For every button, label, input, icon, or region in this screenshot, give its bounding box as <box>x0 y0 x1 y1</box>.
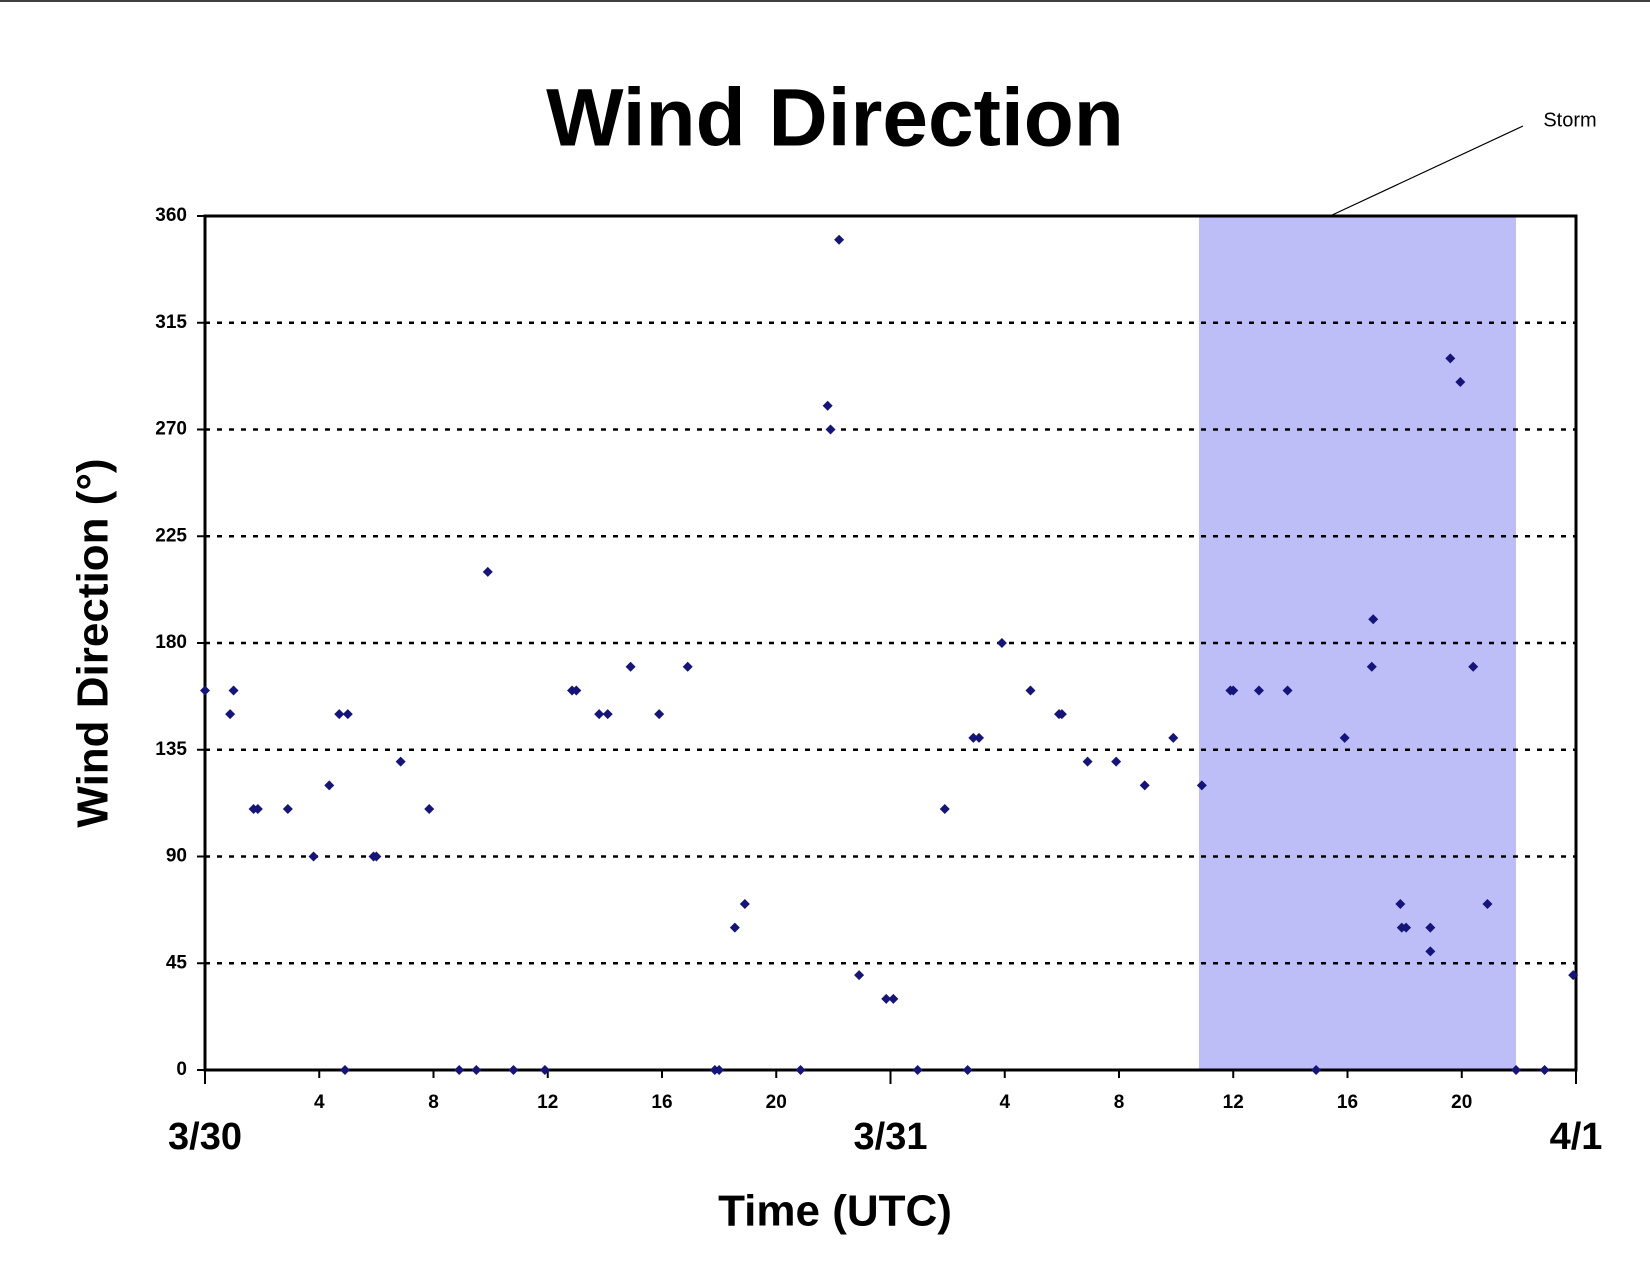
data-point <box>334 709 345 720</box>
x-tick-label: 12 <box>537 1092 558 1113</box>
storm-pointer <box>1329 125 1524 217</box>
x-tick-label: 20 <box>1451 1092 1472 1113</box>
data-point <box>571 685 582 696</box>
data-point <box>1311 1065 1322 1075</box>
data-point <box>968 732 979 743</box>
x-date-label: 4/1 <box>1550 1116 1603 1158</box>
y-tick-label: 315 <box>155 312 187 333</box>
data-point <box>682 661 693 672</box>
data-point <box>739 898 750 909</box>
data-point <box>308 851 319 862</box>
data-point <box>1253 685 1264 696</box>
data-point <box>1425 922 1436 933</box>
x-axis-title: Time (UTC) <box>718 1187 952 1236</box>
data-point <box>1339 732 1350 743</box>
y-tick-label: 135 <box>155 739 187 760</box>
data-point <box>1111 756 1122 767</box>
data-point <box>1228 685 1239 696</box>
x-tick-label: 4 <box>314 1092 325 1113</box>
data-point <box>1139 780 1150 791</box>
data-point <box>424 804 435 815</box>
data-point <box>471 1065 482 1075</box>
chart-title: Wind Direction <box>546 73 1124 164</box>
x-tick-label: 8 <box>1114 1092 1125 1113</box>
data-point <box>1455 377 1466 388</box>
x-tick-label: 4 <box>999 1092 1010 1113</box>
x-tick-label: 16 <box>651 1092 672 1113</box>
data-point <box>729 922 740 933</box>
data-point <box>371 851 382 862</box>
data-point <box>1395 898 1406 909</box>
data-point <box>912 1065 923 1075</box>
x-tick-label: 12 <box>1223 1092 1244 1113</box>
data-point <box>1025 685 1036 696</box>
x-tick-label: 16 <box>1337 1092 1358 1113</box>
data-point <box>834 234 845 245</box>
data-point <box>602 709 613 720</box>
data-point <box>654 709 665 720</box>
data-point <box>454 1065 465 1075</box>
data-point <box>1368 614 1379 625</box>
data-point <box>996 638 1007 648</box>
data-point <box>1468 661 1479 672</box>
x-date-label: 3/31 <box>854 1116 928 1158</box>
data-point <box>1056 709 1067 720</box>
x-date-label: 3/30 <box>168 1116 242 1158</box>
data-point <box>1425 946 1436 957</box>
data-point <box>625 661 636 672</box>
data-point <box>825 424 836 435</box>
data-point <box>714 1065 725 1075</box>
data-point <box>342 709 353 720</box>
data-point <box>225 709 236 720</box>
data-point <box>1282 685 1293 696</box>
data-point <box>1445 353 1456 364</box>
y-tick-label: 0 <box>176 1059 187 1080</box>
x-tick-label: 20 <box>766 1092 787 1113</box>
data-point <box>1539 1065 1550 1075</box>
y-tick-label: 90 <box>166 846 187 867</box>
data-point <box>974 732 985 743</box>
data-point <box>822 400 833 411</box>
data-point <box>324 780 335 791</box>
data-point <box>1511 1065 1522 1075</box>
y-tick-label: 225 <box>155 525 187 546</box>
y-tick-label: 180 <box>155 632 187 653</box>
data-point <box>594 709 605 720</box>
y-tick-label: 360 <box>155 205 187 226</box>
y-tick-label: 45 <box>166 952 188 973</box>
data-point <box>962 1065 973 1075</box>
data-point <box>854 970 865 981</box>
data-point <box>339 1065 350 1075</box>
data-point <box>482 566 493 577</box>
data-point <box>888 993 899 1004</box>
x-tick-label: 8 <box>428 1092 439 1113</box>
data-point <box>881 993 892 1004</box>
data-point <box>252 804 263 815</box>
y-tick-label: 270 <box>155 419 187 440</box>
plot-frame <box>203 214 1578 1072</box>
data-point <box>282 804 293 815</box>
data-point <box>1196 780 1207 791</box>
data-point <box>200 685 210 696</box>
data-point <box>508 1065 519 1075</box>
y-axis-title: Wind Direction (°) <box>69 458 118 827</box>
data-point <box>1366 661 1377 672</box>
data-point <box>939 804 950 815</box>
data-point <box>1568 970 1579 981</box>
data-point <box>1082 756 1093 767</box>
data-point <box>1401 922 1412 933</box>
data-point <box>1168 732 1179 743</box>
data-point <box>539 1065 550 1075</box>
data-point <box>795 1065 806 1075</box>
data-point <box>395 756 406 767</box>
data-point <box>1482 898 1493 909</box>
storm-label: Storm <box>1543 109 1596 131</box>
data-point <box>228 685 239 696</box>
